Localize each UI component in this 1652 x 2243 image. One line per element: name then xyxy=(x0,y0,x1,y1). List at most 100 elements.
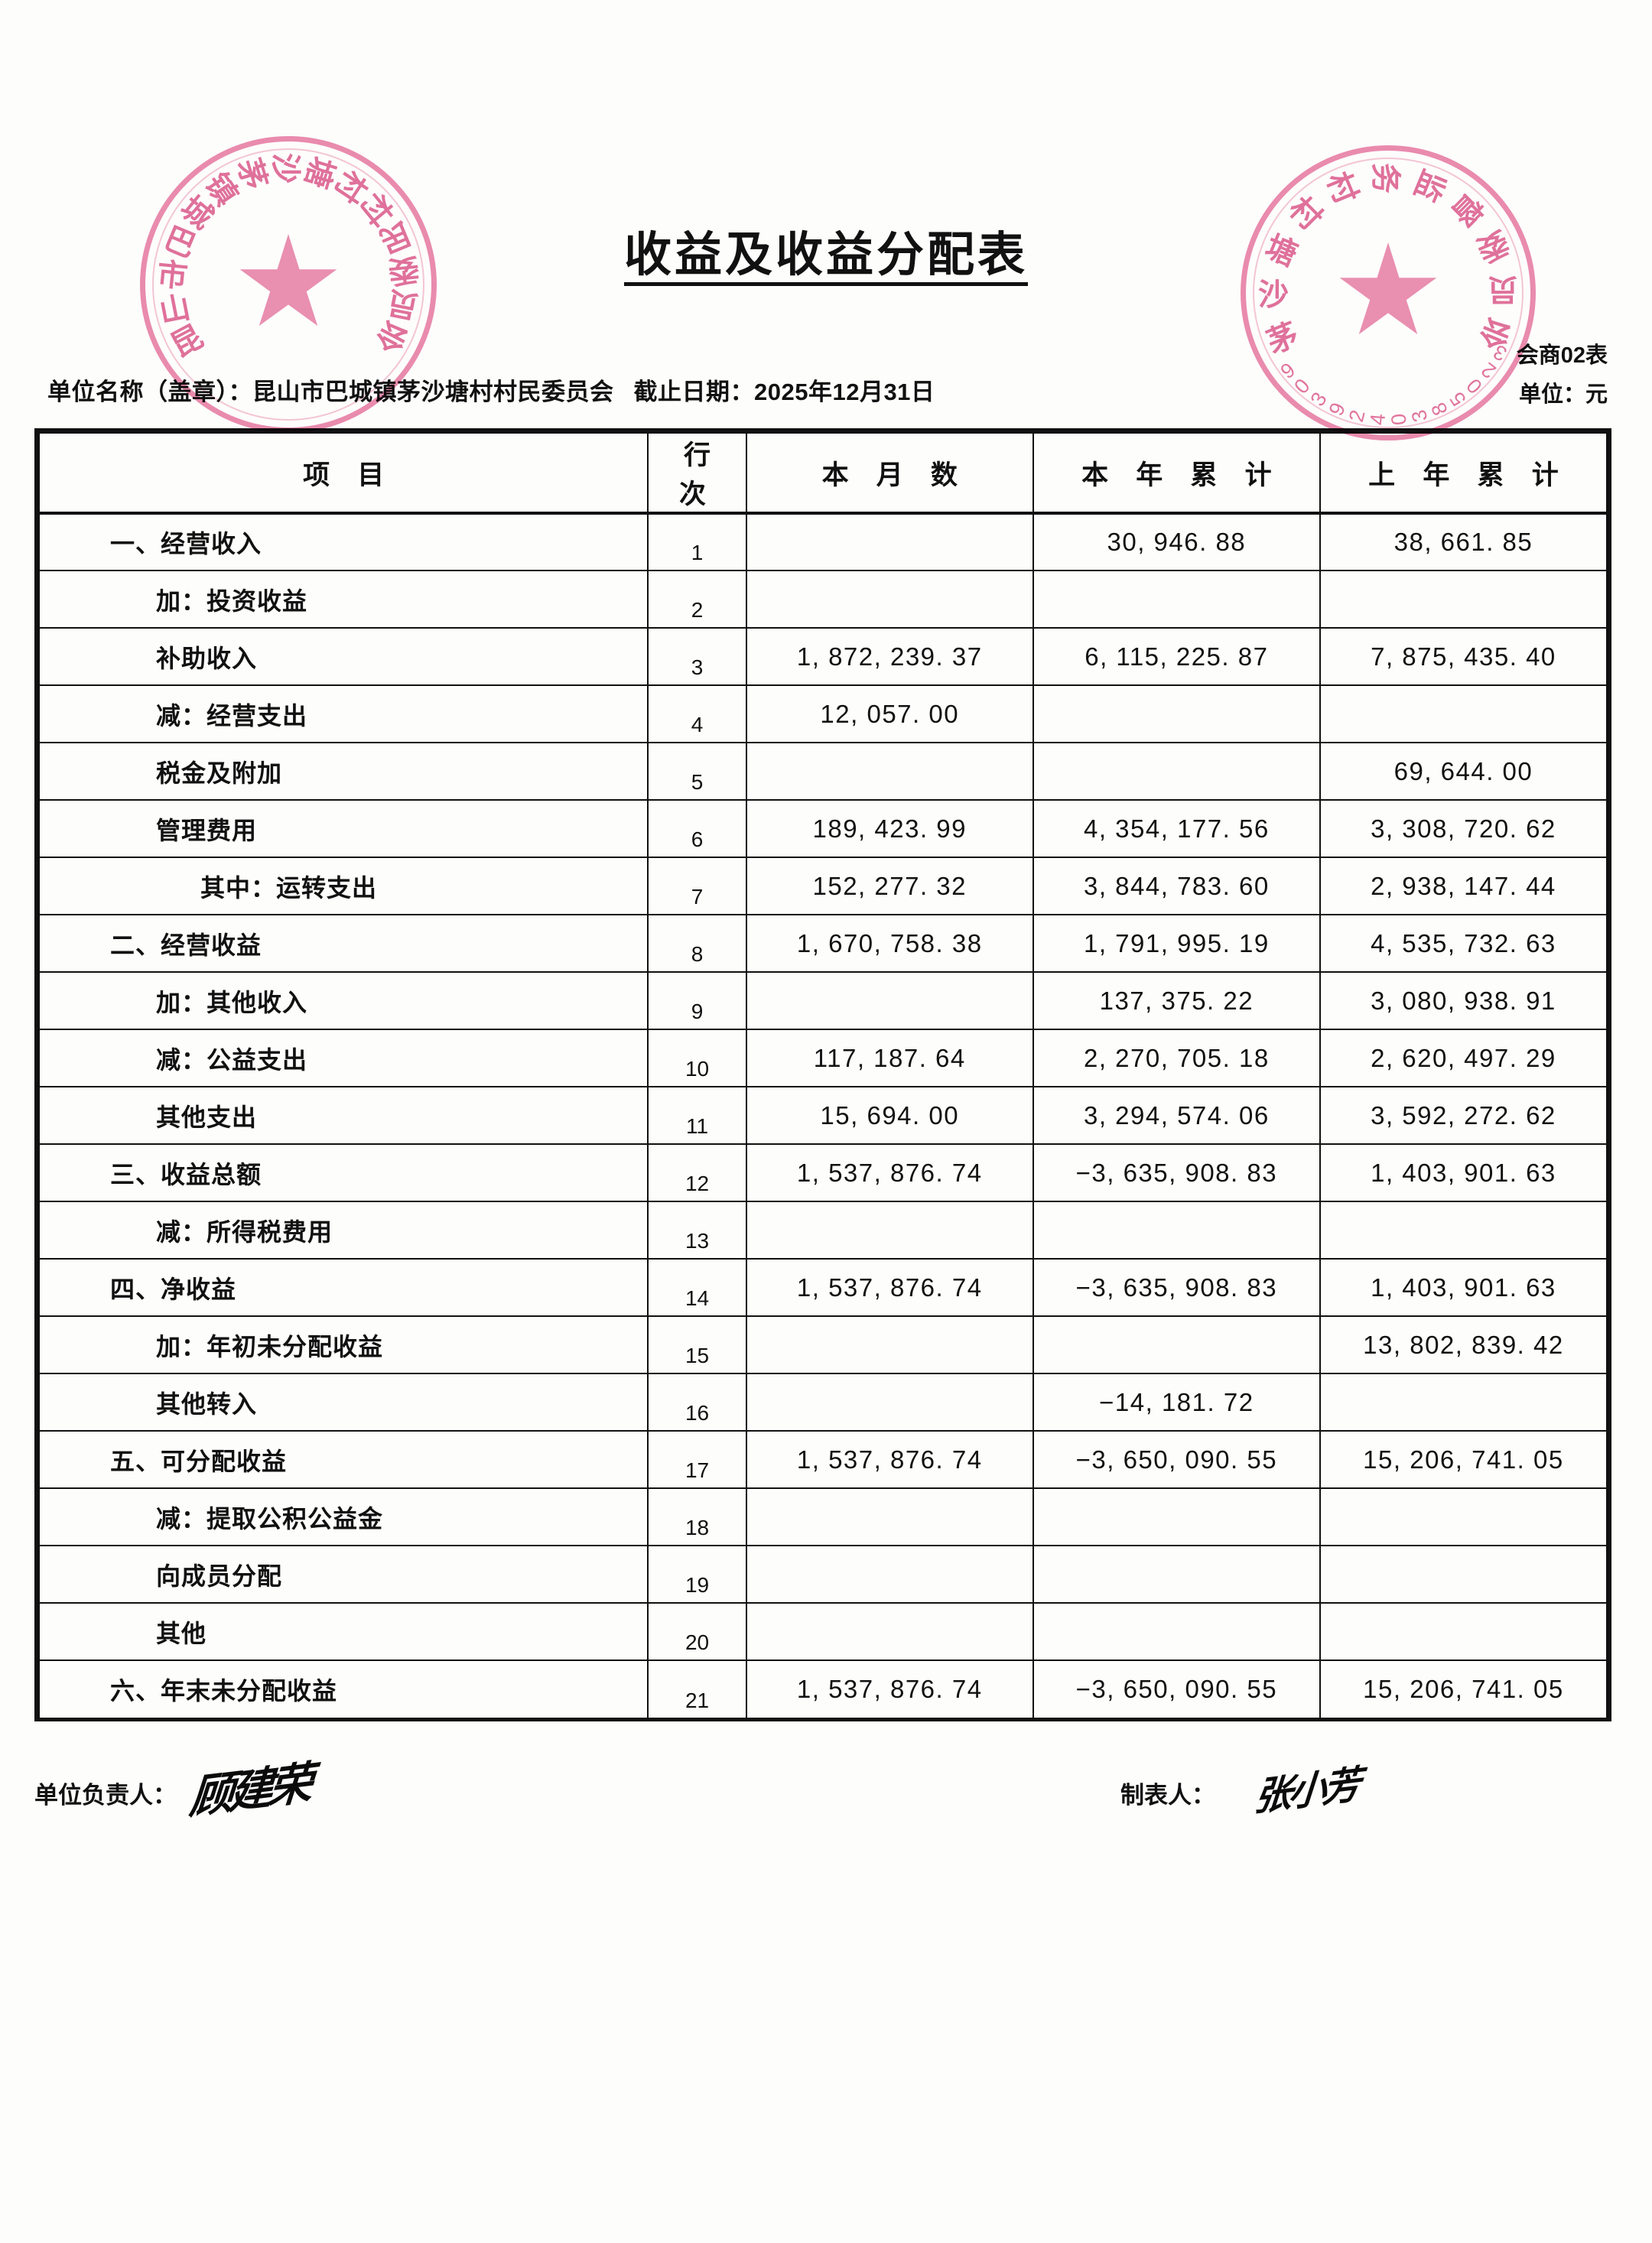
form-code: 会商02表 xyxy=(1516,343,1608,368)
row-item-label: 六、年末未分配收益 xyxy=(37,1659,649,1718)
row-number: 18 xyxy=(647,1487,747,1546)
row-ytd-value xyxy=(1032,1602,1321,1661)
row-number: 19 xyxy=(647,1545,747,1604)
row-prior-value: 2, 620, 497. 29 xyxy=(1319,1029,1608,1087)
row-month-value xyxy=(745,742,1034,801)
row-number: 5 xyxy=(647,742,747,801)
row-month-value xyxy=(745,1602,1034,1661)
row-ytd-value: 3, 844, 783. 60 xyxy=(1032,857,1321,915)
row-prior-value: 7, 875, 435. 40 xyxy=(1319,627,1608,686)
page-title: 收益及收益分配表 xyxy=(623,229,1028,287)
row-number: 21 xyxy=(647,1659,747,1718)
unit-name-label: 单位名称（盖章）： xyxy=(47,379,252,405)
row-prior-value xyxy=(1319,1373,1608,1432)
row-item-label: 加：年初未分配收益 xyxy=(37,1315,649,1374)
row-ytd-value: 4, 354, 177. 56 xyxy=(1032,799,1321,858)
responsible-person-signature: 顾建荣 xyxy=(187,1756,311,1825)
row-prior-value xyxy=(1319,1545,1608,1604)
row-month-value: 152, 277. 32 xyxy=(745,857,1034,915)
row-number: 17 xyxy=(647,1430,747,1489)
row-month-value: 117, 187. 64 xyxy=(745,1029,1034,1087)
table-row: 补助收入 3 1, 872, 239. 37 6, 115, 225. 87 7, 87… xyxy=(37,627,1608,686)
row-item-label: 减：所得税费用 xyxy=(37,1201,649,1260)
seal-inner-ring xyxy=(1253,158,1524,428)
row-ytd-value xyxy=(1032,1487,1321,1546)
row-number: 20 xyxy=(647,1602,747,1661)
row-prior-value: 3, 080, 938. 91 xyxy=(1319,971,1608,1030)
table-header-row: 项 目 行 次 本 月 数 本 年 累 计 上 年 累 计 xyxy=(37,432,1608,515)
signature-footer: 单位负责人： 顾建荣 制表人： 张小芳 xyxy=(0,1757,1652,1858)
table-row: 其他 20 xyxy=(37,1602,1608,1661)
row-prior-value xyxy=(1319,1487,1608,1546)
row-month-value xyxy=(745,1201,1034,1260)
table-row: 加：年初未分配收益 15 13, 802, 839. 42 xyxy=(37,1315,1608,1374)
row-month-value: 1, 670, 758. 38 xyxy=(745,914,1034,973)
row-item-label: 其他 xyxy=(37,1602,649,1661)
table-row: 减：公益支出 10 117, 187. 64 2, 270, 705. 18 2, 62… xyxy=(37,1029,1608,1087)
row-number: 16 xyxy=(647,1373,747,1432)
row-prior-value: 1, 403, 901. 63 xyxy=(1319,1143,1608,1202)
row-number: 10 xyxy=(647,1029,747,1087)
row-prior-value: 3, 308, 720. 62 xyxy=(1319,799,1608,858)
unit-meta-line: 单位名称（盖章）：昆山市巴城镇茅沙塘村村民委员会 截止日期：2025年12月31日 xyxy=(47,372,935,407)
row-ytd-value: −3, 635, 908. 83 xyxy=(1032,1143,1321,1202)
row-month-value: 1, 537, 876. 74 xyxy=(745,1258,1034,1317)
table-row: 其他转入 16 −14, 181. 72 xyxy=(37,1373,1608,1432)
title-container: 收益及收益分配表 xyxy=(0,229,1652,287)
row-ytd-value: 2, 270, 705. 18 xyxy=(1032,1029,1321,1087)
row-number: 7 xyxy=(647,857,747,915)
preparer-signature: 张小芳 xyxy=(1252,1761,1359,1820)
row-month-value: 1, 537, 876. 74 xyxy=(745,1659,1034,1718)
row-item-label: 五、可分配收益 xyxy=(37,1430,649,1489)
row-item-label: 管理费用 xyxy=(37,799,649,858)
table-row: 其他支出 11 15, 694. 00 3, 294, 574. 06 3, 592, … xyxy=(37,1086,1608,1145)
table-row: 其中：运转支出 7 152, 277. 32 3, 844, 783. 60 2, 93… xyxy=(37,857,1608,915)
unit-name-value: 昆山市巴城镇茅沙塘村村民委员会 xyxy=(252,379,614,405)
header-item: 项 目 xyxy=(37,432,649,515)
row-item-label: 一、经营收入 xyxy=(37,512,649,571)
row-item-label: 减：公益支出 xyxy=(37,1029,649,1087)
table-row: 六、年末未分配收益 21 1, 537, 876. 74 −3, 650, 090. … xyxy=(37,1659,1608,1718)
row-item-label: 三、收益总额 xyxy=(37,1143,649,1202)
row-ytd-value xyxy=(1032,1201,1321,1260)
row-number: 14 xyxy=(647,1258,747,1317)
row-ytd-value: −3, 650, 090. 55 xyxy=(1032,1430,1321,1489)
row-prior-value xyxy=(1319,1201,1608,1260)
table-row: 二、经营收益 8 1, 670, 758. 38 1, 791, 995. 19 4, … xyxy=(37,914,1608,973)
table-row: 向成员分配 19 xyxy=(37,1545,1608,1604)
table-row: 减：提取公积公益金 18 xyxy=(37,1487,1608,1546)
row-item-label: 税金及附加 xyxy=(37,742,649,801)
header-row-no: 行 次 xyxy=(647,432,747,515)
table-row: 一、经营收入 1 30, 946. 88 38, 661. 85 xyxy=(37,512,1608,571)
row-month-value xyxy=(745,1373,1034,1432)
row-number: 15 xyxy=(647,1315,747,1374)
row-prior-value: 69, 644. 00 xyxy=(1319,742,1608,801)
row-item-label: 二、经营收益 xyxy=(37,914,649,973)
table-row: 三、收益总额 12 1, 537, 876. 74 −3, 635, 908. 83 1… xyxy=(37,1143,1608,1202)
row-ytd-value: 6, 115, 225. 87 xyxy=(1032,627,1321,686)
row-prior-value: 15, 206, 741. 05 xyxy=(1319,1430,1608,1489)
row-number: 2 xyxy=(647,570,747,629)
row-ytd-value xyxy=(1032,684,1321,743)
row-prior-value: 3, 592, 272. 62 xyxy=(1319,1086,1608,1145)
row-number: 4 xyxy=(647,684,747,743)
row-month-value xyxy=(745,1315,1034,1374)
currency-unit-note: 单位：元 xyxy=(1518,382,1608,407)
row-item-label: 其他转入 xyxy=(37,1373,649,1432)
row-number: 1 xyxy=(647,512,747,571)
row-month-value: 1, 537, 876. 74 xyxy=(745,1430,1034,1489)
header-month: 本 月 数 xyxy=(745,432,1034,515)
row-number: 12 xyxy=(647,1143,747,1202)
row-item-label: 加：投资收益 xyxy=(37,570,649,629)
row-month-value xyxy=(745,1545,1034,1604)
row-month-value: 15, 694. 00 xyxy=(745,1086,1034,1145)
row-number: 3 xyxy=(647,627,747,686)
row-month-value xyxy=(745,570,1034,629)
table-row: 减：所得税费用 13 xyxy=(37,1201,1608,1260)
table-row: 税金及附加 5 69, 644. 00 xyxy=(37,742,1608,801)
table-row: 加：其他收入 9 137, 375. 22 3, 080, 938. 91 xyxy=(37,971,1608,1030)
row-item-label: 减：经营支出 xyxy=(37,684,649,743)
row-ytd-value xyxy=(1032,570,1321,629)
row-ytd-value: −3, 650, 090. 55 xyxy=(1032,1659,1321,1718)
